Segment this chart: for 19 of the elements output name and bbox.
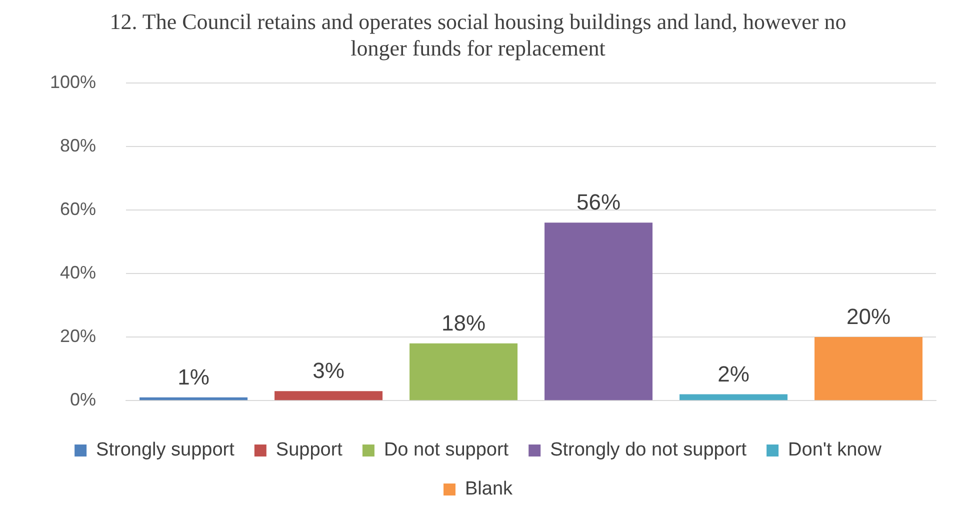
chart-title: 12. The Council retains and operates social housing buildings and land, however no longer funds for replacement <box>110 8 846 60</box>
data-label: 20% <box>846 304 891 330</box>
legend-label: Strongly do not support <box>550 440 748 461</box>
y-tick-label: 20% <box>60 326 96 346</box>
legend-label: Strongly support <box>96 440 236 461</box>
data-label: 3% <box>312 358 344 384</box>
legend-label: Don't know <box>788 440 882 461</box>
y-tick-label: 40% <box>60 262 96 282</box>
legend-label: Support <box>276 440 344 461</box>
y-tick-label: 0% <box>70 390 96 410</box>
data-label: 2% <box>718 361 750 386</box>
data-label: 18% <box>442 310 486 336</box>
legend-label: Blank <box>464 478 514 500</box>
data-label: 1% <box>178 364 210 390</box>
data-label: 56% <box>576 190 621 215</box>
y-tick-label: 60% <box>60 198 96 219</box>
y-tick-label: 80% <box>60 135 96 156</box>
y-tick-label: 100% <box>50 72 96 92</box>
legend-label: Do not support <box>384 440 510 461</box>
